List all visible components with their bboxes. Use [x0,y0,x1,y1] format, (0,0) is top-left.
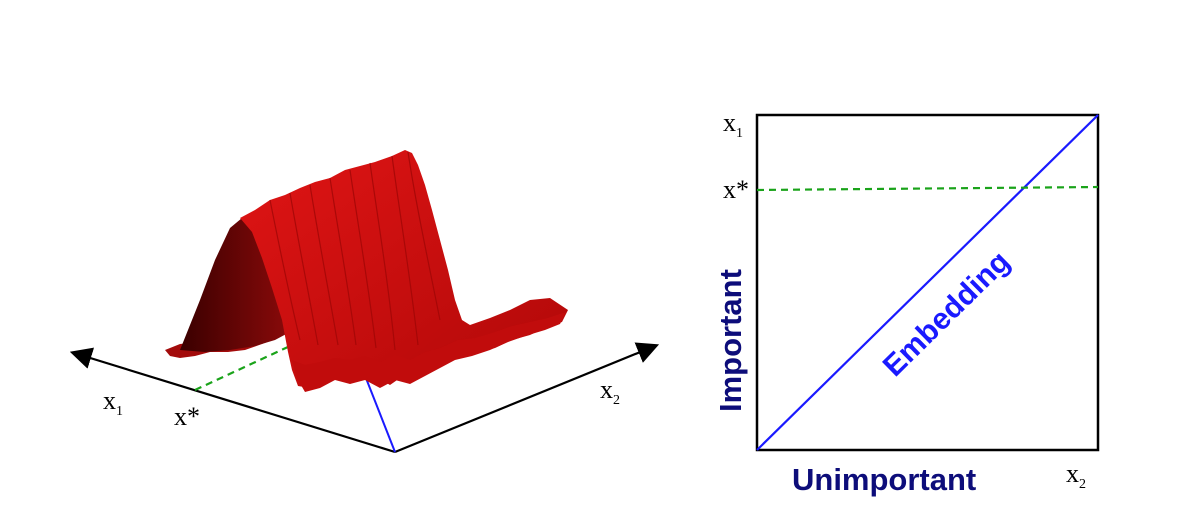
surface-front-base [292,312,566,392]
xstar-dashed-line-3d [194,345,291,391]
important-axis-label: Important [713,269,748,412]
embedding-projection-line [361,367,396,453]
x2-axis-label-2d: x2 [1066,459,1086,492]
right-2d-panel: x1 x2 x* Important Unimportant Embedding [713,108,1100,497]
unimportant-axis-label: Unimportant [792,462,976,497]
plot-frame [755,113,1100,452]
x1-axis-arrow [69,347,396,454]
left-3d-panel: x1 x2 x* [69,150,660,454]
xstar-label-2d: x* [723,175,749,204]
xstar-label-3d: x* [174,402,200,431]
x1-axis-label-3d: x1 [103,386,123,419]
x2-axis-label-3d: x2 [600,375,620,408]
xstar-dashed-line-2d [756,185,1099,192]
embedding-diagonal-line [756,114,1099,451]
surface-ridge-stripes [269,151,441,351]
x1-axis-label-2d: x1 [723,108,743,141]
embedding-label: Embedding [877,245,1017,383]
x2-axis-arrow [394,342,660,454]
surface-ridge-front [240,150,568,388]
